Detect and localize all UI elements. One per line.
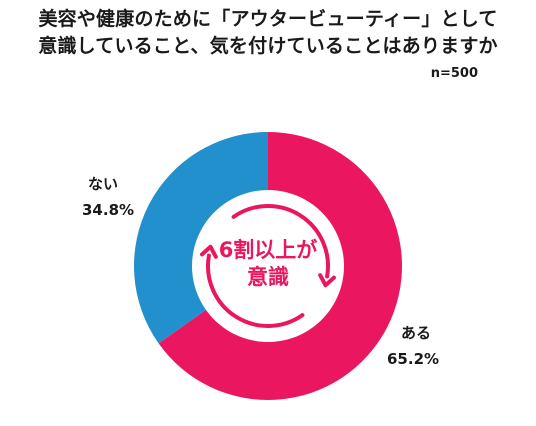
chart-title: 美容や健康のために「アウタービューティー」として 意識していること、気を付けてい… <box>0 6 536 60</box>
cycle-arrowhead-upper <box>318 273 336 288</box>
cycle-arrows-icon <box>200 204 336 328</box>
slice-label-aru-value: 65.2% <box>387 350 440 368</box>
cycle-arrow-upper <box>231 204 330 279</box>
slice-label-nai-value: 34.8% <box>82 201 135 219</box>
slice-nai <box>133 132 268 344</box>
cycle-arrow-lower <box>206 253 305 328</box>
slice-label-nai: ない 34.8% <box>82 171 134 223</box>
slice-aru <box>158 132 402 400</box>
slice-label-aru-name: ある <box>401 324 432 342</box>
center-callout-line2: 意識 <box>247 265 289 289</box>
slice-label-aru: ある 65.2% <box>387 320 439 372</box>
chart-title-line2: 意識していること、気を付けていることはありますか <box>38 35 498 57</box>
center-callout: 6割以上が 意識 <box>208 237 328 291</box>
sample-size-label: n=500 <box>430 66 478 81</box>
cycle-arrowhead-lower <box>200 244 218 259</box>
center-callout-line1: 6割以上が <box>218 238 318 262</box>
chart-title-line1: 美容や健康のために「アウタービューティー」として <box>38 8 498 30</box>
slice-label-nai-name: ない <box>88 175 119 193</box>
